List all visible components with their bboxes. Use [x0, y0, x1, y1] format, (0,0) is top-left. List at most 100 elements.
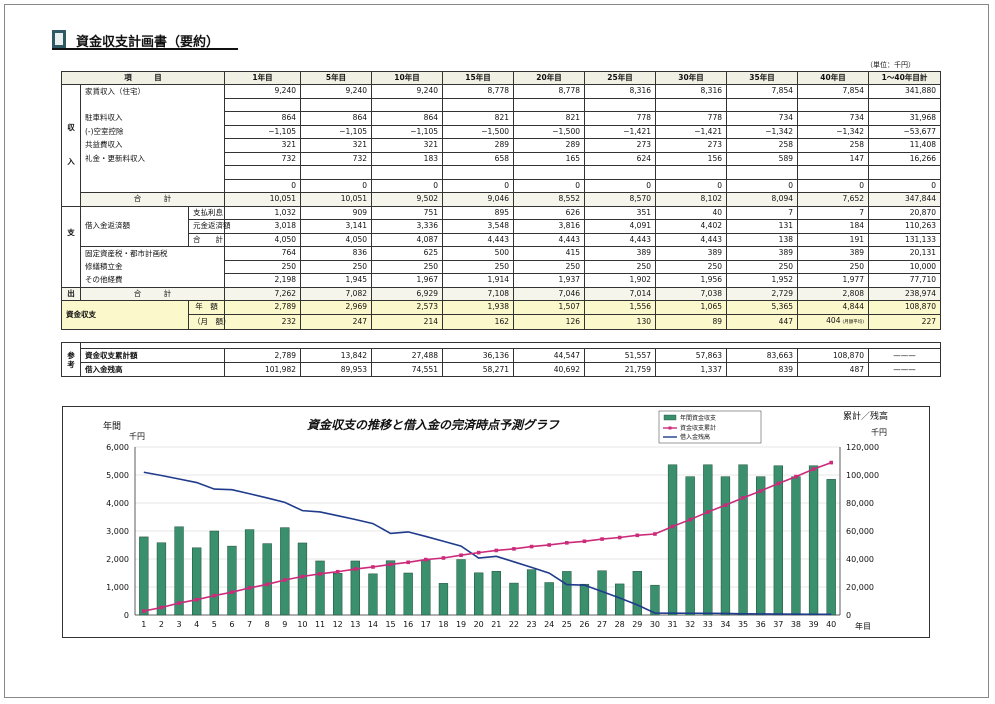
annual-bar	[333, 573, 343, 616]
value-cell: 11,408	[868, 138, 941, 153]
y-right-tick: 0	[846, 611, 851, 620]
value-cell: 126	[513, 313, 585, 330]
value-cell: 7,854	[726, 84, 798, 99]
header-year: 40年目	[797, 71, 869, 85]
y-left-tick: 0	[124, 611, 129, 620]
value-cell	[655, 97, 727, 112]
x-tick: 39	[808, 620, 818, 629]
cumulative-point	[600, 537, 604, 541]
value-cell	[868, 97, 941, 112]
value-cell: 108,870	[868, 300, 941, 315]
income-section-label: 収 入	[61, 84, 81, 207]
reference-section-label: 参 考	[61, 342, 81, 377]
value-cell: 7,108	[442, 286, 514, 301]
value-cell: 3,816	[513, 219, 585, 234]
value-cell: 20,870	[868, 205, 941, 220]
value-cell: 658	[442, 151, 514, 166]
value-cell	[300, 165, 372, 180]
cash-annual-row: 資金収支年 額 2,789 2,969 2,573 1,938 1,507 1,556 1,0…	[61, 300, 941, 330]
value-cell: 138	[726, 232, 798, 247]
cumulative-point	[794, 474, 798, 479]
cumulative-point	[476, 550, 481, 555]
value-cell: 7,652	[797, 192, 869, 207]
value-cell: 734	[726, 111, 798, 126]
y-right-label: 累計／残高	[843, 410, 888, 422]
chart-container: 資金収支の推移と借入金の完済時点予測グラフ 年間 千円 累計／残高 千円 年目 0 1,000…	[62, 406, 930, 638]
value-cell: 9,240	[300, 84, 372, 99]
row-label	[80, 165, 225, 179]
value-cell: 2,969	[300, 300, 372, 315]
cumulative-point	[247, 586, 252, 590]
value-cell: 1,556	[584, 300, 656, 315]
value-cell: 4,050	[300, 232, 372, 247]
header-year: 30年目	[655, 71, 727, 85]
value-cell: 27,488	[371, 348, 443, 363]
value-cell: 732	[224, 151, 301, 166]
value-cell	[513, 97, 585, 112]
annual-bar	[632, 571, 642, 616]
legend-cumulative-marker	[668, 426, 672, 430]
value-cell: 5,365	[726, 300, 798, 315]
value-cell: 626	[513, 205, 585, 220]
value-cell: 258	[797, 138, 869, 153]
annual-bar	[403, 572, 413, 616]
value-cell: 389	[726, 246, 798, 261]
value-cell: 0	[726, 178, 798, 193]
expense-total-row: 出合 計 7,262 7,082 6,929 7,108 7,046 7,014 7,038 2…	[61, 286, 941, 301]
annual-bar	[297, 542, 308, 616]
income-row: 礼金・更新料収入 732 732 183 658 165 624 156 589 147 16,26…	[62, 151, 941, 166]
cumulative-point	[159, 605, 164, 610]
value-cell: 3,336	[371, 219, 443, 234]
value-cell: 836	[300, 246, 372, 261]
value-cell: 57,863	[655, 348, 727, 363]
value-cell: 4,443	[442, 232, 514, 247]
annual-bar	[156, 542, 167, 616]
x-tick: 34	[720, 620, 730, 629]
cumulative-point	[142, 609, 146, 613]
value-cell: 8,778	[442, 84, 514, 99]
cumulative-point	[318, 572, 322, 576]
cumulative-point	[353, 567, 358, 571]
x-tick: 14	[368, 620, 378, 629]
value-cell: 0	[224, 178, 301, 193]
value-cell: 162	[442, 313, 514, 330]
legend-label: 借入金残高	[680, 433, 710, 441]
value-cell: 184	[797, 219, 869, 234]
x-tick: 30	[650, 620, 660, 629]
x-tick: 32	[685, 620, 695, 629]
y-left-tick: 1,000	[106, 583, 129, 592]
value-cell: 0	[655, 178, 727, 193]
header-year: 1年目	[224, 71, 301, 85]
value-cell: 83,663	[726, 348, 798, 363]
value-cell: 36,136	[442, 348, 514, 363]
annual-bar	[808, 465, 819, 616]
value-cell: 51,557	[584, 348, 656, 363]
expense-row: 修繕積立金 250 250 250 250 250 250 250 250 250 10,000	[62, 259, 941, 274]
value-cell	[442, 97, 514, 112]
value-cell: 864	[224, 111, 301, 126]
value-cell: 447	[726, 313, 798, 330]
value-cell: 487	[797, 362, 869, 377]
cumulative-point	[212, 593, 217, 598]
value-cell: ———	[867, 348, 942, 363]
expense-section-label-2: 出	[61, 287, 81, 301]
value-cell	[371, 97, 443, 112]
value-cell: 821	[513, 111, 585, 126]
x-tick: 2	[159, 620, 164, 629]
value-cell: 751	[371, 205, 443, 220]
value-cell: 232	[224, 313, 301, 330]
value-cell: 147	[797, 151, 869, 166]
loan-row: 元金返済額 3,018 3,141 3,336 3,548 3,816 4,091 4,402…	[62, 219, 941, 234]
value-cell	[224, 165, 301, 180]
annual-bar	[456, 559, 466, 616]
y-left-label: 年間	[103, 420, 121, 432]
spacer-cell	[79, 342, 942, 349]
value-cell: 321	[371, 138, 443, 153]
annual-bar	[526, 569, 537, 616]
header-year: 15年目	[442, 71, 514, 85]
value-cell: 250	[224, 259, 301, 274]
value-cell: 4,844	[797, 300, 869, 315]
annual-bar	[491, 571, 501, 616]
value-cell: 1,507	[513, 300, 585, 315]
cumulative-point	[811, 467, 816, 471]
